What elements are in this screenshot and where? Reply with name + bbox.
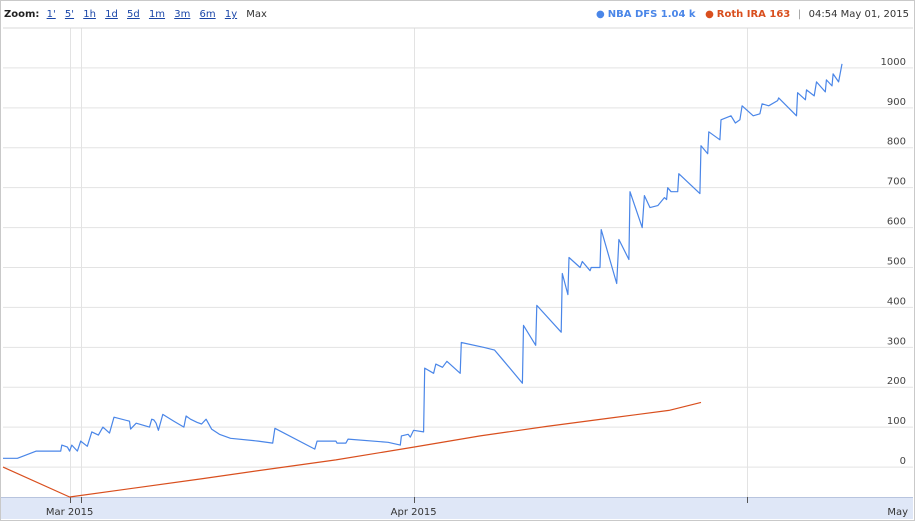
grid-layer [3,27,913,497]
legend-separator: | [797,9,802,20]
legend: ● NBA DFS 1.04 k ● Roth IRA 163 | 04:54 Ma… [596,9,909,20]
zoom-option-1-hour[interactable]: 1h [83,9,96,20]
y-tick-label: 800 [887,137,906,148]
series-layer [2,63,843,498]
series-line-roth-ira[interactable] [2,401,702,498]
y-tick-label: 600 [887,217,906,228]
y-tick-label: 900 [887,97,906,108]
legend-label-roth-ira: Roth IRA 163 [716,9,791,20]
zoom-option-5-minutes[interactable]: 5' [64,9,75,20]
axis-layer [1,497,913,519]
zoom-option-1-minute[interactable]: 1' [46,9,56,20]
zoom-option-max[interactable]: Max [246,9,267,20]
series-line-nba-dfs[interactable] [3,63,843,459]
legend-item-nba-dfs[interactable]: ● NBA DFS 1.04 k [596,9,699,20]
zoom-option-5-days[interactable]: 5d [127,9,140,20]
y-tick-label: 200 [887,376,906,387]
y-tick-label: 100 [887,416,906,427]
zoom-option-6-months[interactable]: 6m [199,9,216,20]
zoom-option-1-year[interactable]: 1y [224,9,238,20]
legend-timestamp: 04:54 May 01, 2015 [808,9,909,20]
zoom-option-1-day[interactable]: 1d [105,9,118,20]
legend-label-nba-dfs: NBA DFS 1.04 k [607,9,696,20]
zoom-bar: Zoom: 1' 5' 1h 1d 5d 1m 3m 6m 1y Max [4,9,273,20]
series-dot-icon: ● [596,9,605,20]
series-dot-icon: ● [705,9,714,20]
legend-item-roth-ira[interactable]: ● Roth IRA 163 [705,9,794,20]
x-tick-label: Mar 2015 [46,507,94,518]
y-tick-label: 700 [887,177,906,188]
y-tick-label: 300 [887,336,906,347]
x-axis-band [1,497,913,519]
x-tick-label: May [887,507,908,518]
zoom-option-1-month[interactable]: 1m [148,9,166,20]
zoom-label: Zoom: [4,9,40,20]
y-tick-label: 0 [900,456,906,467]
y-tick-label: 400 [887,296,906,307]
label-layer: 0 100 200 300 400 500 600 700 800 900 1000 Mar 2015… [46,57,908,518]
y-tick-label: 1000 [881,57,906,68]
x-tick-label: Apr 2015 [391,507,437,518]
y-tick-label: 500 [887,256,906,267]
zoom-option-3-months[interactable]: 3m [174,9,191,20]
